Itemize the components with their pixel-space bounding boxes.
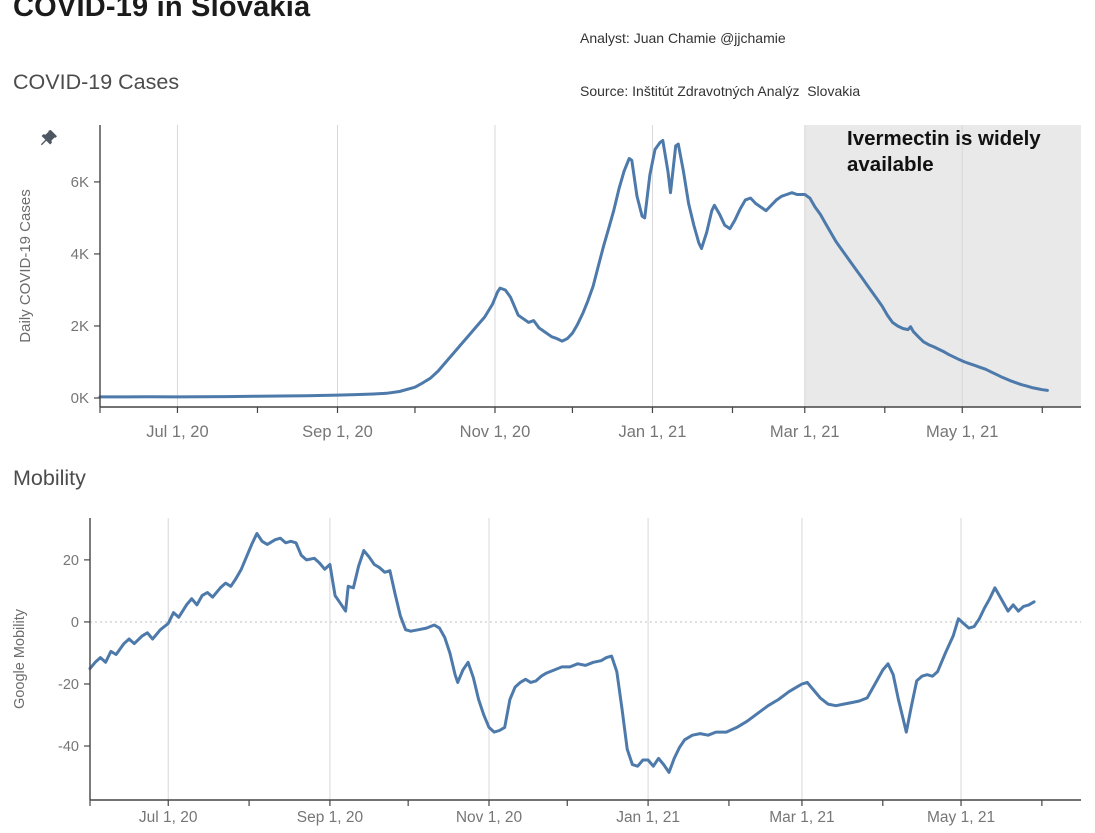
pushpin-icon[interactable] xyxy=(40,129,58,147)
ivermectin-annotation: Ivermectin is widely available xyxy=(847,127,1041,176)
cases-chart-title: COVID-19 Cases xyxy=(13,70,180,94)
y-tick-label: -20 xyxy=(58,677,79,693)
y-tick-label: 2K xyxy=(71,318,89,335)
mobility-chart[interactable]: Jul 1, 20 Sep 1, 20 Nov 1, 20 Jan 1, 21 Mar … xyxy=(0,508,1095,833)
x-tick-label: Jan 1, 21 xyxy=(616,809,680,826)
source-line: Source: Inštitút Zdravotných Analýz Slov… xyxy=(580,82,861,99)
series-line[interactable] xyxy=(88,532,1036,774)
mobility-chart-title: Mobility xyxy=(13,466,86,490)
x-tick-label: Mar 1, 21 xyxy=(769,809,834,826)
analyst-line: Analyst: Juan Chamie @jjchamie xyxy=(580,30,786,46)
y-tick-label: 0K xyxy=(71,390,89,407)
y-tick-label: 0 xyxy=(71,615,79,631)
cases-chart[interactable]: Jul 1, 20 Sep 1, 20 Nov 1, 20 Jan 1, 21 Mar … xyxy=(0,110,1095,450)
y-tick-label: 4K xyxy=(71,246,89,263)
x-tick-label: May 1, 21 xyxy=(926,423,998,441)
series-line[interactable] xyxy=(98,139,1049,399)
x-tick-label: Jan 1, 21 xyxy=(619,423,687,441)
y-axis-title: Google Mobility xyxy=(12,608,28,709)
x-tick-label: Sep 1, 20 xyxy=(297,809,364,826)
x-tick-label: May 1, 21 xyxy=(927,809,995,826)
dashboard-title: COVID-19 in Slovakia xyxy=(13,0,311,23)
x-tick-label: Nov 1, 20 xyxy=(460,423,531,441)
y-axis-title: Daily COVID-19 Cases xyxy=(17,189,34,342)
y-tick-label: -40 xyxy=(58,739,79,755)
pushpin-icon-glyph xyxy=(40,130,57,146)
y-tick-label: 20 xyxy=(63,553,79,569)
credit-block: Analyst: Juan Chamie @jjchamie Source: I… xyxy=(580,0,860,135)
y-tick-label: 6K xyxy=(71,174,89,191)
x-tick-label: Mar 1, 21 xyxy=(770,423,840,441)
x-tick-label: Nov 1, 20 xyxy=(456,809,523,826)
x-tick-label: Sep 1, 20 xyxy=(302,423,373,441)
highlight-region xyxy=(804,125,1081,407)
x-tick-label: Jul 1, 20 xyxy=(146,423,208,441)
x-tick-label: Jul 1, 20 xyxy=(139,809,198,826)
